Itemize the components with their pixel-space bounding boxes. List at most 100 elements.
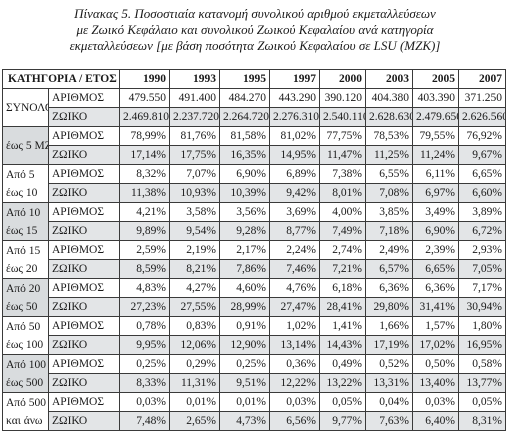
- value-cell: 12,90%: [219, 335, 271, 355]
- value-cell: 2.276.310: [269, 107, 321, 127]
- value-cell: 443.290: [269, 88, 321, 108]
- row-label: ΑΡΙΘΜΟΣ: [47, 240, 121, 260]
- value-cell: 0,01%: [219, 392, 271, 412]
- livestock-distribution-table: ΚΑΤΗΓΟΡΙΑ / ΕΤΟΣ 1990 1993 1995 1997 200…: [1, 69, 507, 431]
- table-body: ΣΥΝΟΛΟΑΡΙΘΜΟΣ479.550491.400484.270443.29…: [2, 88, 507, 431]
- value-cell: 6,72%: [458, 221, 507, 241]
- row-label: ΑΡΙΘΜΟΣ: [47, 202, 121, 222]
- value-cell: 0,52%: [365, 354, 414, 374]
- value-cell: 2,39%: [412, 240, 460, 260]
- value-cell: 0,01%: [169, 392, 221, 412]
- header-year: 1990: [119, 69, 171, 89]
- category-label: Από 50: [6, 320, 41, 333]
- value-cell: 14,95%: [269, 145, 321, 165]
- value-cell: 2,74%: [319, 240, 367, 260]
- value-cell: 0,36%: [269, 354, 321, 374]
- row-label: ΑΡΙΘΜΟΣ: [47, 316, 121, 336]
- value-cell: 6,57%: [365, 259, 414, 279]
- row-label: ΖΩΙΚΟ: [47, 335, 121, 355]
- header-year: 2000: [319, 69, 367, 89]
- value-cell: 4,83%: [119, 278, 171, 298]
- category-cell: Από 15 έως 20: [2, 240, 49, 279]
- value-cell: 6,36%: [365, 278, 414, 298]
- value-cell: 0,78%: [119, 316, 171, 336]
- row-label: ΖΩΙΚΟ: [47, 145, 121, 165]
- value-cell: 0,03%: [269, 392, 321, 412]
- value-cell: 9,95%: [119, 335, 171, 355]
- value-cell: 3,69%: [269, 202, 321, 222]
- header-year: 2005: [412, 69, 460, 89]
- value-cell: 77,75%: [319, 126, 367, 146]
- category-label: έως 10: [6, 186, 38, 199]
- value-cell: 6,11%: [412, 164, 460, 184]
- value-cell: 0,50%: [412, 354, 460, 374]
- value-cell: 2.469.810: [119, 107, 171, 127]
- value-cell: 9,51%: [219, 373, 271, 393]
- value-cell: 7,46%: [269, 259, 321, 279]
- value-cell: 1,80%: [458, 316, 507, 336]
- row-label: ΖΩΙΚΟ: [47, 297, 121, 317]
- table-row: ΖΩΙΚΟ 27,23% 27,55% 28,99% 27,47% 28,41% 29,80…: [3, 297, 507, 317]
- table-row: Από 20 έως 50 ΑΡΙΘΜΟΣ 4,83% 4,27% 4,60% 4,76% 6…: [2, 278, 507, 317]
- value-cell: 2,65%: [169, 411, 221, 431]
- category-label: Από 15: [6, 244, 41, 257]
- value-cell: 1,02%: [269, 316, 321, 336]
- value-cell: 0,58%: [458, 354, 507, 374]
- value-cell: 484.270: [219, 88, 271, 108]
- value-cell: 7,49%: [319, 221, 367, 241]
- value-cell: 10,93%: [169, 183, 221, 203]
- value-cell: 3,49%: [412, 202, 460, 222]
- category-label: Από 5: [6, 168, 35, 181]
- value-cell: 1,66%: [365, 316, 414, 336]
- row-label: ΑΡΙΘΜΟΣ: [47, 126, 121, 146]
- value-cell: 2.237.720: [169, 107, 221, 127]
- row-label: ΖΩΙΚΟ: [47, 183, 121, 203]
- table-header-row: ΚΑΤΗΓΟΡΙΑ / ΕΤΟΣ 1990 1993 1995 1997 200…: [1, 69, 507, 89]
- value-cell: 0,91%: [219, 316, 271, 336]
- value-cell: 2.264.720: [219, 107, 271, 127]
- value-cell: 4,00%: [319, 202, 367, 222]
- value-cell: 0,25%: [219, 354, 271, 374]
- value-cell: 17,02%: [412, 335, 460, 355]
- value-cell: 4,60%: [219, 278, 271, 298]
- value-cell: 390.120: [319, 88, 367, 108]
- table-row: Από 10 έως 15 ΑΡΙΘΜΟΣ 4,21% 3,58% 3,56% 3,69% 4…: [2, 202, 507, 241]
- category-cell: ΣΥΝΟΛΟ: [2, 88, 49, 127]
- value-cell: 3,85%: [365, 202, 414, 222]
- value-cell: 6,90%: [412, 221, 460, 241]
- value-cell: 8,33%: [119, 373, 171, 393]
- value-cell: 491.400: [169, 88, 221, 108]
- value-cell: 11,24%: [412, 145, 460, 165]
- value-cell: 2.479.650: [412, 107, 460, 127]
- category-cell: Από 50 έως 100: [2, 316, 49, 355]
- value-cell: 0,05%: [319, 392, 367, 412]
- value-cell: 7,21%: [319, 259, 367, 279]
- table-row: Από 500 και άνω ΑΡΙΘΜΟΣ 0,03% 0,01% 0,01% 0,03…: [2, 392, 507, 431]
- row-label: ΑΡΙΘΜΟΣ: [47, 164, 121, 184]
- value-cell: 16,35%: [219, 145, 271, 165]
- category-label: Από 10: [6, 206, 41, 219]
- row-label: ΖΩΙΚΟ: [47, 259, 121, 279]
- category-label: έως 100: [6, 338, 44, 351]
- value-cell: 0,29%: [169, 354, 221, 374]
- value-cell: 6,65%: [412, 259, 460, 279]
- value-cell: 7,08%: [365, 183, 414, 203]
- value-cell: 17,14%: [119, 145, 171, 165]
- value-cell: 13,77%: [458, 373, 507, 393]
- value-cell: 6,55%: [365, 164, 414, 184]
- value-cell: 2.628.630: [365, 107, 414, 127]
- caption-line-3: εκμεταλλεύσεων [με βάση ποσότητα Ζωικού …: [69, 38, 441, 53]
- table-row: ΖΩΙΚΟ 9,89% 9,54% 9,28% 8,77% 7,49% 7,18% 6,90%…: [3, 221, 507, 241]
- value-cell: 81,76%: [169, 126, 221, 146]
- value-cell: 7,63%: [365, 411, 414, 431]
- value-cell: 11,25%: [365, 145, 414, 165]
- value-cell: 27,23%: [119, 297, 171, 317]
- value-cell: 3,58%: [169, 202, 221, 222]
- table-row: ΣΥΝΟΛΟΑΡΙΘΜΟΣ479.550491.400484.270443.29…: [2, 88, 507, 127]
- header-year: 1993: [169, 69, 221, 89]
- header-category-year: ΚΑΤΗΓΟΡΙΑ / ΕΤΟΣ: [1, 69, 121, 89]
- value-cell: 30,94%: [458, 297, 507, 317]
- row-label: ΖΩΙΚΟ: [47, 221, 121, 241]
- table-caption: Πίνακας 5. Ποσοστιαία κατανομή συνολικού…: [0, 6, 510, 54]
- value-cell: 81,02%: [269, 126, 321, 146]
